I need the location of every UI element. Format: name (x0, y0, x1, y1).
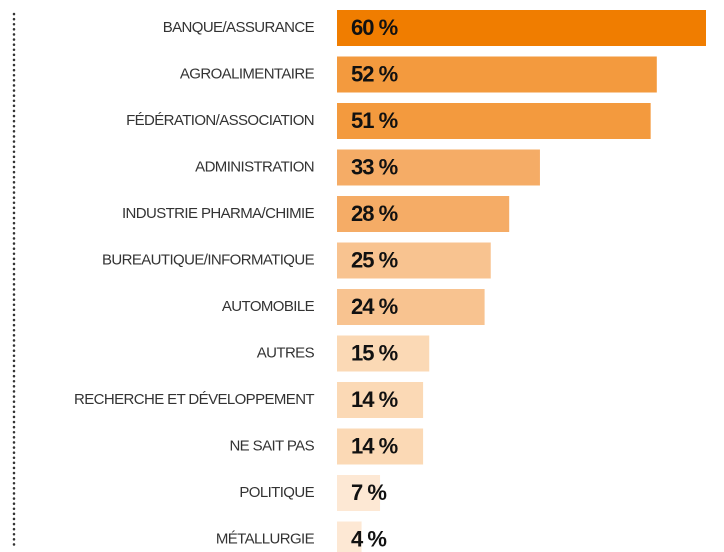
category-label: ADMINISTRATION (195, 158, 314, 175)
value-label: 52 % (351, 61, 398, 86)
value-label: 4 % (351, 526, 386, 551)
category-label: RECHERCHE ET DÉVELOPPEMENT (74, 391, 314, 408)
category-label: AUTRES (257, 344, 315, 361)
value-label: 14 % (351, 387, 398, 412)
category-label: BUREAUTIQUE/INFORMATIQUE (102, 251, 315, 268)
bar (337, 521, 362, 552)
value-label: 51 % (351, 108, 398, 133)
bar (337, 382, 424, 418)
bar (337, 10, 706, 46)
value-label: 14 % (351, 433, 398, 458)
category-label: INDUSTRIE PHARMA/CHIMIE (122, 205, 315, 222)
value-label: 60 % (351, 15, 398, 40)
value-label: 28 % (351, 201, 398, 226)
bar (337, 475, 381, 511)
value-label: 24 % (351, 294, 398, 319)
category-label: BANQUE/ASSURANCE (163, 19, 315, 36)
bar (337, 242, 491, 279)
category-label: POLITIQUE (239, 484, 314, 501)
bar (337, 196, 510, 232)
category-label: AGROALIMENTAIRE (180, 65, 315, 82)
bar (337, 428, 424, 465)
category-label: MÉTALLURGIE (216, 530, 315, 547)
category-label: NE SAIT PAS (229, 437, 314, 454)
category-label: FÉDÉRATION/ASSOCIATION (126, 112, 314, 129)
value-label: 33 % (351, 154, 398, 179)
value-label: 15 % (351, 340, 398, 365)
value-label: 7 % (351, 480, 386, 505)
bar (337, 289, 485, 325)
bar (337, 149, 540, 186)
category-label: AUTOMOBILE (222, 298, 315, 315)
value-label: 25 % (351, 247, 398, 272)
bar (337, 103, 651, 139)
bar (337, 56, 657, 93)
bar (337, 335, 430, 372)
